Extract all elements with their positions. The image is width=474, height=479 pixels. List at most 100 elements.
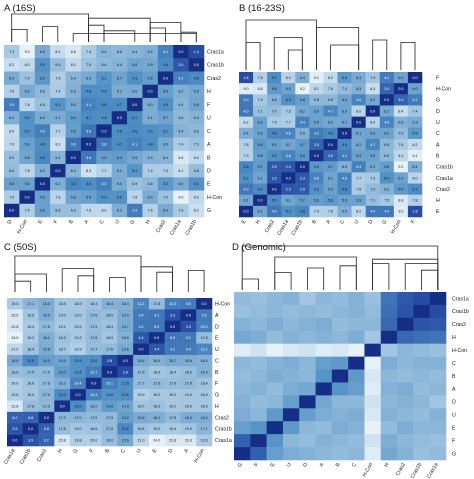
heatmap-cell: [80, 111, 97, 125]
heatmap-cell: [127, 150, 143, 165]
cell-value: 8.0: [194, 156, 199, 160]
cell-value: 5.6: [25, 182, 30, 186]
heatmap-cell: [34, 177, 51, 191]
heatmap-cell: [7, 309, 24, 322]
heatmap-cell: [142, 84, 159, 99]
heatmap-cell: [281, 105, 296, 117]
heatmap-cell: [351, 127, 366, 140]
heatmap-cell: [7, 400, 24, 413]
heatmap-cell: [234, 330, 251, 344]
heatmap-cell: [96, 164, 112, 178]
heatmap-cell: [85, 400, 102, 413]
cell-value: 6.9: [40, 103, 45, 107]
heatmap-cell: [281, 172, 296, 184]
heatmap-cell: [96, 71, 112, 85]
heatmap-cell: [364, 356, 382, 370]
heatmap-cell: [101, 434, 118, 447]
heatmap-cell: [267, 150, 282, 162]
heatmap-cell: [38, 298, 55, 310]
heatmap-cell: [282, 317, 300, 332]
dendrogram-branch: [156, 271, 173, 292]
cell-value: 16.4: [122, 302, 129, 306]
cell-value: 7.0: [272, 109, 277, 113]
cell-value: 0.0: [186, 313, 191, 317]
cell-value: 6.4: [71, 76, 76, 80]
cell-value: 3.6: [71, 143, 76, 147]
heatmap-cell: [101, 366, 118, 378]
cell-value: 19.0: [27, 313, 34, 317]
heatmap-cell: [188, 58, 205, 72]
heatmap-cell: [397, 395, 414, 409]
heatmap-cell: [348, 408, 365, 422]
heatmap-cell: [393, 150, 409, 162]
heatmap-cell: [393, 205, 409, 218]
heatmap-cell: [173, 124, 189, 138]
cell-value: 18.4: [90, 302, 97, 306]
cell-value: 0.0: [123, 359, 128, 363]
heatmap-cell: [282, 292, 300, 306]
heatmap-cell: [413, 434, 430, 448]
heatmap-cell: [397, 382, 414, 396]
heatmap-cell: [348, 447, 365, 461]
heatmap-cell: [397, 304, 414, 319]
heatmap-cell: [65, 164, 82, 178]
heatmap-cell: [351, 105, 366, 117]
heatmap-cell: [34, 58, 51, 72]
column-label: H-Con: [193, 448, 206, 464]
heatmap-cell: [380, 382, 398, 396]
heatmap-cell: [19, 164, 36, 178]
heatmap-cell: [315, 447, 333, 461]
heatmap-cell: [331, 382, 349, 396]
cell-value: 2.3: [286, 165, 291, 169]
cell-value: 17.0: [43, 393, 50, 397]
cell-value: 0.0: [75, 393, 80, 397]
row-label: Cras1b: [436, 165, 453, 171]
column-label: A: [318, 462, 325, 468]
cell-value: 9.2: [139, 325, 144, 329]
heatmap-cell: [111, 58, 128, 72]
heatmap-cell: [250, 330, 267, 344]
heatmap-cell: [282, 408, 300, 422]
cell-value: 6.1: [356, 132, 361, 136]
heatmap-cell: [142, 45, 159, 59]
heatmap-cell: [351, 72, 366, 84]
heatmap-cell: [407, 127, 423, 140]
row-label: Cras1a: [215, 438, 232, 444]
heatmap-cell: [351, 205, 366, 218]
heatmap-cell: [180, 411, 197, 424]
heatmap-cell: [70, 400, 87, 413]
heatmap-cell: [142, 164, 159, 178]
row-label: C: [436, 131, 440, 137]
heatmap-cell: [413, 292, 430, 306]
heatmap-cell: [379, 150, 395, 162]
cell-value: 5.9: [194, 90, 199, 94]
heatmap-cell: [309, 205, 324, 218]
heatmap-cell: [267, 194, 282, 207]
heatmap-cell: [101, 400, 118, 413]
cell-value: 6.1: [286, 199, 291, 203]
cell-value: 7.5: [370, 176, 375, 180]
cell-value: 19.2: [169, 404, 176, 408]
cell-value: 4.6: [194, 76, 199, 80]
heatmap-cell: [397, 292, 414, 306]
heatmap-cell: [54, 423, 71, 435]
cell-value: 18.4: [201, 382, 208, 386]
heatmap-cell: [239, 183, 254, 195]
heatmap-cell: [157, 203, 174, 218]
heatmap-cell: [429, 343, 447, 357]
cell-value: 19.0: [185, 404, 192, 408]
cell-value: 4.7: [132, 116, 137, 120]
heatmap-cell: [111, 111, 128, 125]
heatmap-cell: [337, 105, 352, 117]
dendrogram-branch: [307, 267, 325, 290]
heatmap-cell: [393, 138, 409, 151]
heatmap-cell: [348, 356, 365, 370]
cell-value: 4.4: [139, 336, 144, 340]
cell-value: 0.0: [244, 210, 249, 214]
cell-value: 16.0: [43, 313, 50, 317]
heatmap-cell: [101, 343, 118, 356]
heatmap-cell: [180, 377, 197, 390]
cell-value: 6.0: [163, 209, 168, 213]
heatmap-cell: [267, 116, 282, 129]
cell-value: 6.3: [71, 90, 76, 94]
